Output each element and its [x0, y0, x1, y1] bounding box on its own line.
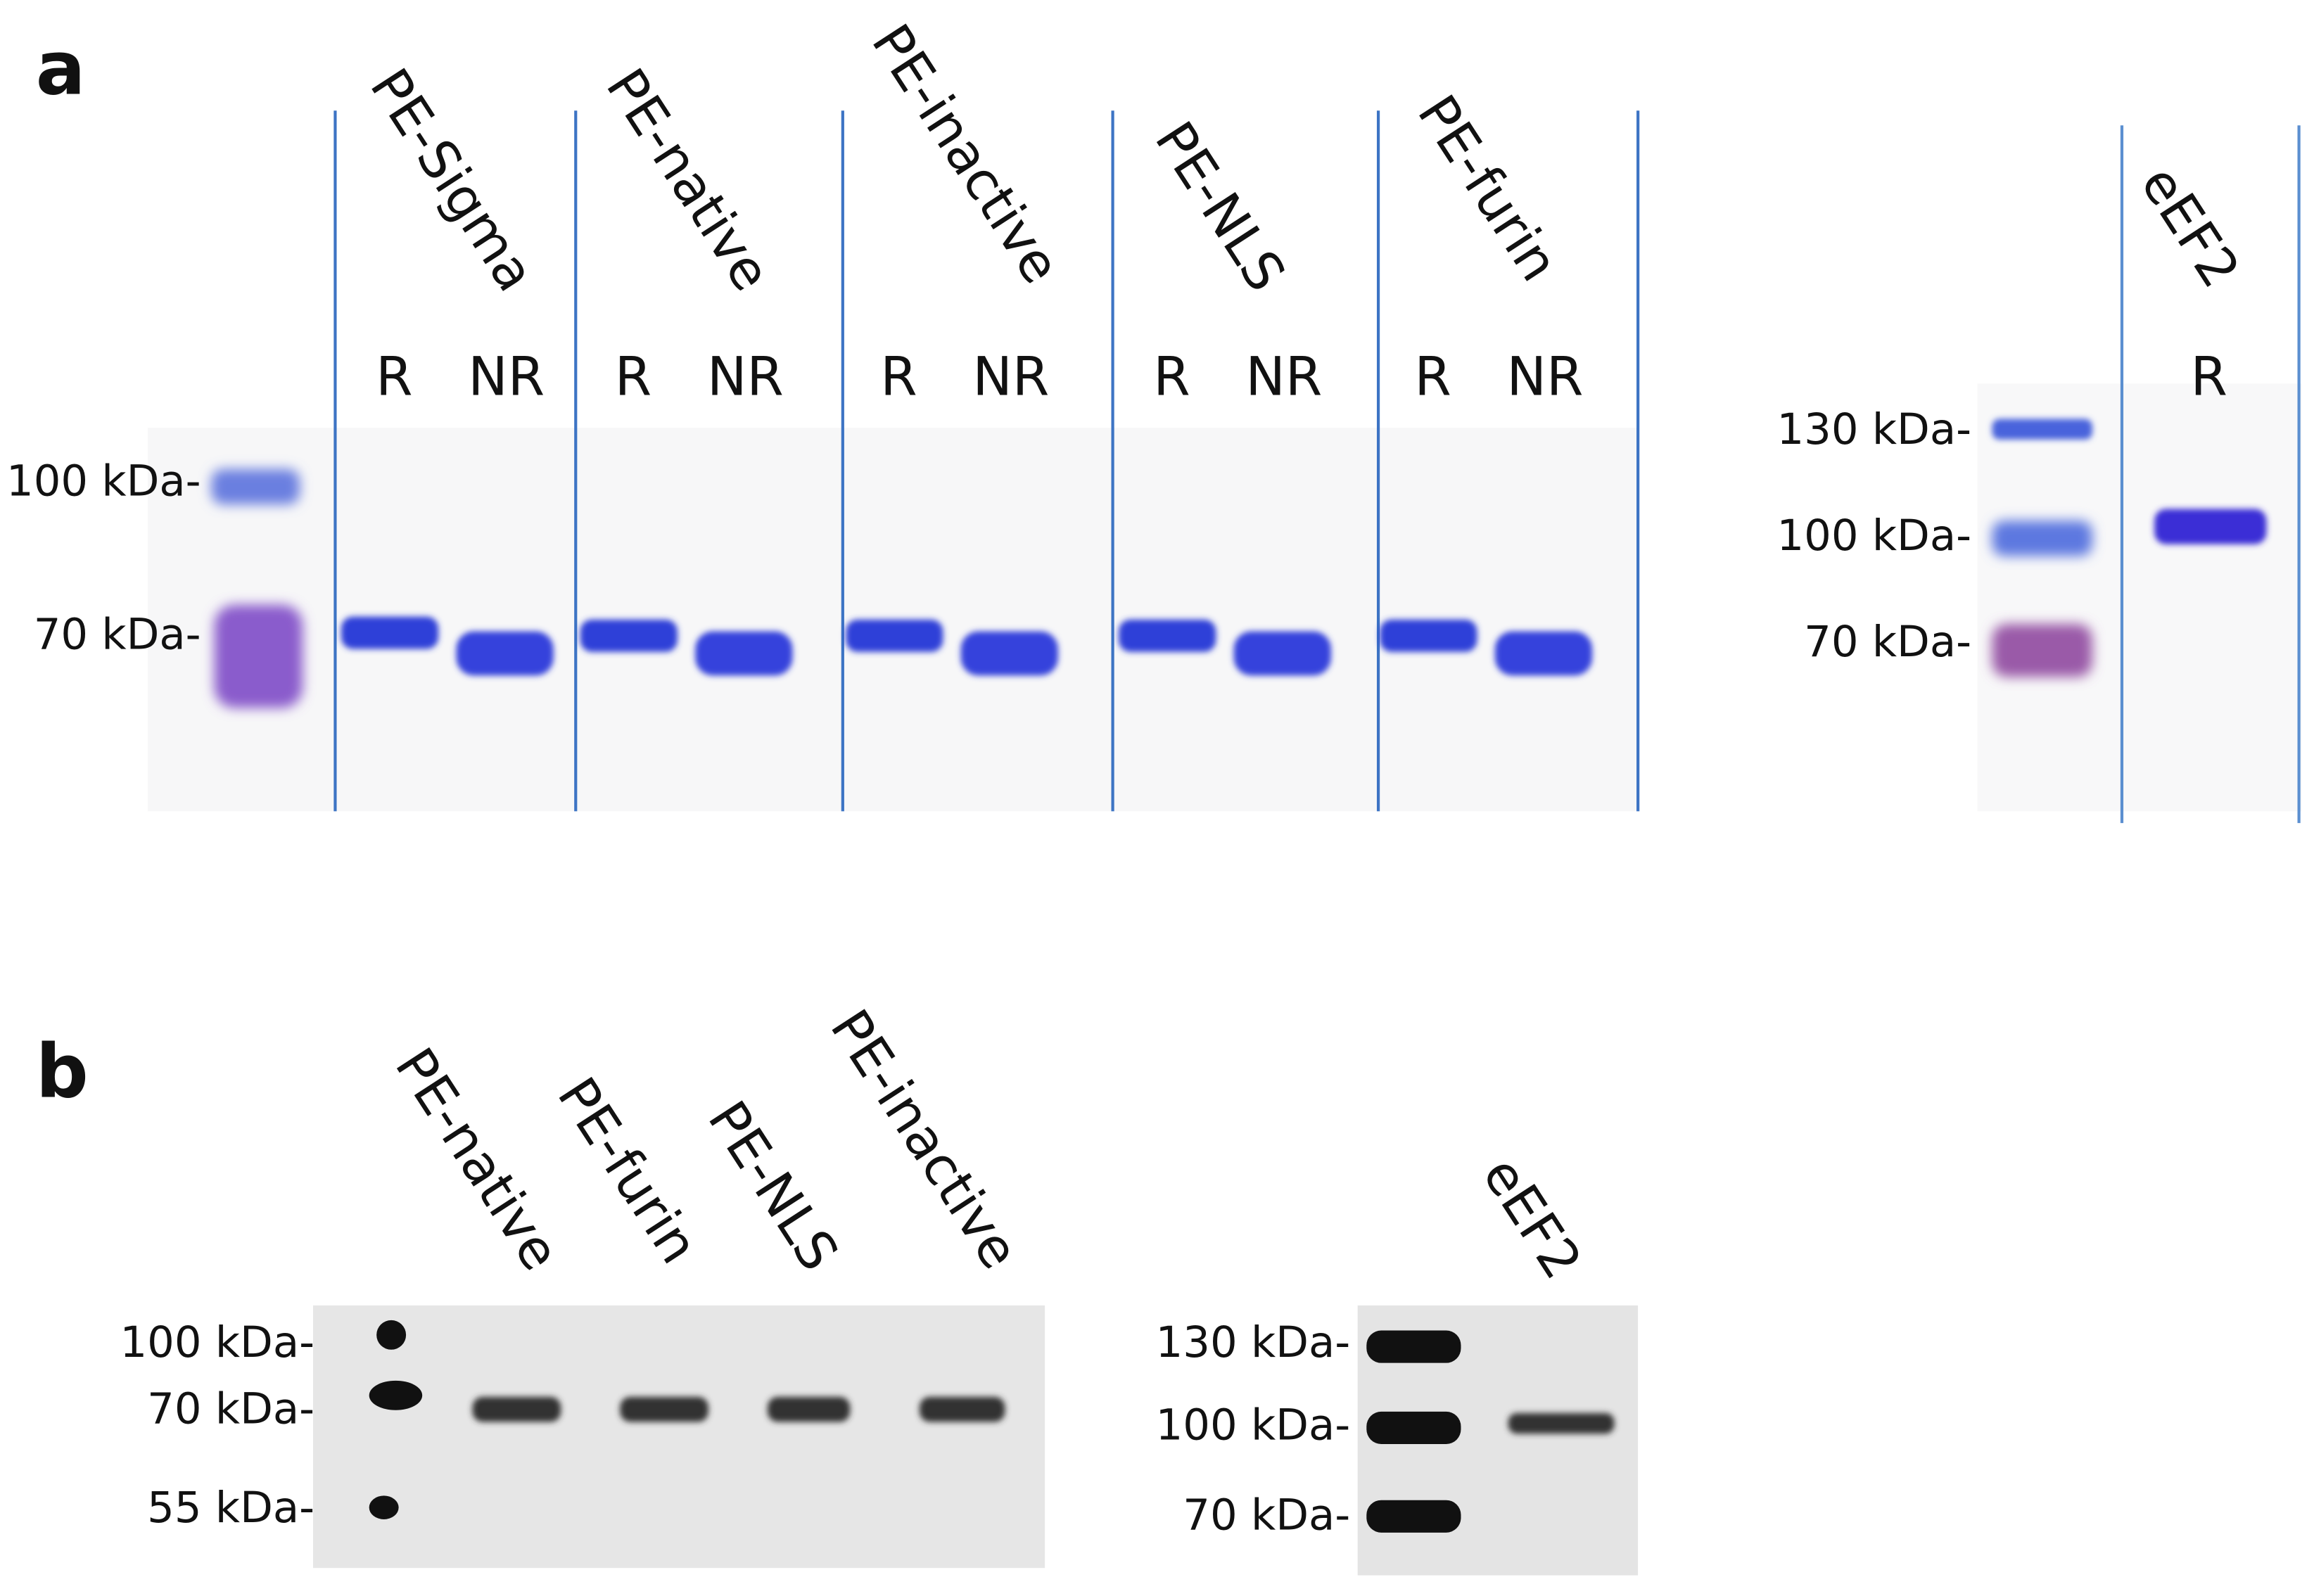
lane-label: NR [468, 346, 545, 408]
ladder-band [214, 604, 303, 708]
marker-label: 55 kDa- [147, 1483, 314, 1533]
sample-label: PE-inactive [860, 13, 1072, 294]
band [960, 631, 1058, 676]
ladder-band [1992, 521, 2093, 556]
lane-label: R [615, 346, 651, 408]
marker-label: 100 kDa- [6, 457, 201, 506]
ladder-band [369, 1495, 399, 1519]
panel-label: b [36, 1029, 89, 1115]
band [919, 1396, 1005, 1422]
band [580, 619, 678, 652]
ladder-band [1366, 1411, 1461, 1445]
band [1380, 619, 1477, 652]
ladder-band [211, 468, 300, 505]
band [472, 1396, 561, 1422]
band [1233, 631, 1331, 676]
band [1508, 1412, 1615, 1434]
gel-background [1977, 383, 2302, 812]
marker-label: 100 kDa- [1156, 1401, 1351, 1450]
band [2154, 509, 2267, 544]
marker-label: 130 kDa- [1156, 1318, 1351, 1367]
sample-label: eEF2 [2129, 155, 2252, 298]
sample-label: PE-Sigma [358, 58, 547, 302]
marker-label: 70 kDa- [147, 1384, 314, 1434]
lane-label: R [2190, 346, 2227, 408]
band [846, 619, 943, 652]
ladder-band [376, 1320, 407, 1350]
lane-label: NR [1507, 346, 1584, 408]
sample-label: PE-NLS [696, 1090, 850, 1282]
lane-label: R [376, 346, 412, 408]
ladder-band [1366, 1500, 1461, 1533]
band [341, 616, 439, 649]
lane-label: NR [1245, 346, 1322, 408]
band [456, 631, 554, 676]
sample-label: PE-inactive [818, 999, 1031, 1279]
marker-label: 70 kDa- [34, 611, 201, 660]
sample-label: PE-furin [1406, 84, 1570, 292]
lane-label: NR [972, 346, 1049, 408]
lane-label: NR [707, 346, 784, 408]
band [1118, 619, 1216, 652]
sample-label: PE-NLS [1143, 111, 1297, 302]
sample-label: PE-native [383, 1038, 572, 1282]
lane-label: R [1414, 346, 1451, 408]
marker-label: 130 kDa- [1776, 405, 1971, 454]
marker-label: 70 kDa- [1183, 1490, 1350, 1540]
marker-label: 100 kDa- [120, 1318, 314, 1367]
band [767, 1396, 851, 1422]
ladder-band [369, 1380, 423, 1410]
blot-background [312, 1305, 1045, 1569]
ladder-band [1992, 624, 2093, 677]
sample-label: PE-furin [545, 1066, 710, 1274]
ladder-band [1992, 419, 2093, 440]
band [1494, 631, 1593, 676]
panels: a b R eEF2 eEF2 [36, 26, 2302, 1576]
panel-label: a [36, 26, 86, 112]
ladder-band [1366, 1330, 1461, 1363]
lane-label: R [1153, 346, 1190, 408]
band [620, 1396, 708, 1422]
band [695, 631, 793, 676]
sample-label: PE-native [595, 58, 783, 302]
sample-label: eEF2 [1470, 1147, 1594, 1290]
marker-label: 100 kDa- [1776, 511, 1971, 561]
marker-label: 70 kDa- [1804, 618, 1971, 667]
lane-label: R [880, 346, 917, 408]
